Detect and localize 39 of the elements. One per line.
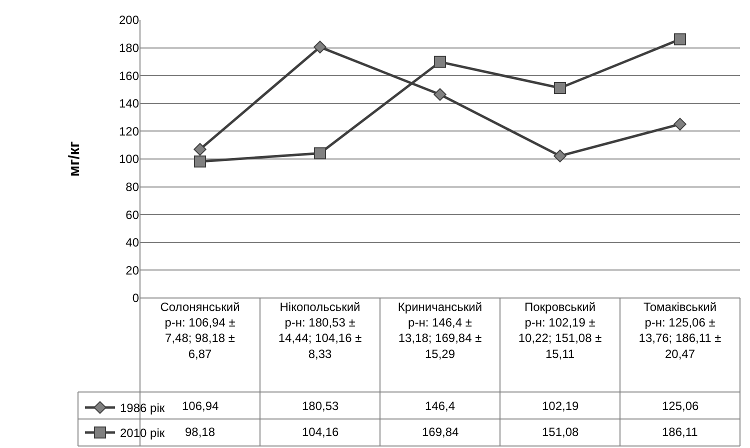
point — [194, 143, 206, 156]
data-label: 98,18 — [185, 425, 216, 439]
x-tick-label: Нікопольський р-н: 180,53 ± 14,44; 104,16 ± 8,33 — [278, 300, 362, 361]
x-tick-label: Покровський р-н: 102,19 ± 10,22; 151,08 ± 15,11 — [518, 300, 602, 361]
y-tick-label: 80 — [126, 180, 140, 194]
point — [194, 156, 206, 168]
point — [554, 150, 566, 162]
y-tick-label: 140 — [118, 96, 140, 111]
point — [434, 56, 446, 68]
data-label: 169,84 — [422, 425, 460, 439]
point — [674, 118, 686, 131]
y-axis-title: мг/кг — [66, 141, 84, 177]
y-tick-label: 60 — [126, 208, 140, 222]
y-tick-label: 20 — [126, 263, 140, 278]
data-label: 125,06 — [662, 399, 700, 413]
data-label: 146,4 — [425, 399, 456, 413]
point — [674, 33, 686, 46]
y-tick-label: 100 — [118, 152, 140, 166]
x-tick-label: Томаківський р-н: 125,06 ± 13,76; 186,11 ± 20,47 — [638, 300, 722, 361]
y-tick-label: 120 — [118, 124, 140, 138]
data-label: 104,16 — [302, 425, 340, 439]
y-tick-label: 0 — [132, 291, 140, 306]
y-tick-label: 40 — [126, 236, 140, 250]
x-tick-label: Солонянський р-н: 106,94 ± 7,48; 98,18 ± 6,87 — [160, 300, 240, 361]
point — [314, 147, 326, 160]
data-label: 102,19 — [542, 399, 580, 413]
data-label: 186,11 — [662, 425, 698, 439]
data-label: 180,53 — [302, 399, 340, 413]
legend-label: 1986 рік — [120, 401, 166, 416]
x-tick-label: Криничанський р-н: 146,4 ± 13,18; 169,84 ± 15,29 — [398, 300, 482, 361]
data-label: 151,08 — [542, 425, 580, 439]
point — [314, 40, 326, 54]
y-tick-label: 160 — [118, 68, 140, 83]
data-label: 106,94 — [182, 399, 220, 413]
point — [434, 88, 446, 101]
point — [554, 82, 566, 94]
y-tick-label: 200 — [118, 13, 140, 28]
legend-label: 2010 рік — [120, 426, 166, 440]
y-tick-label: 180 — [118, 41, 140, 55]
